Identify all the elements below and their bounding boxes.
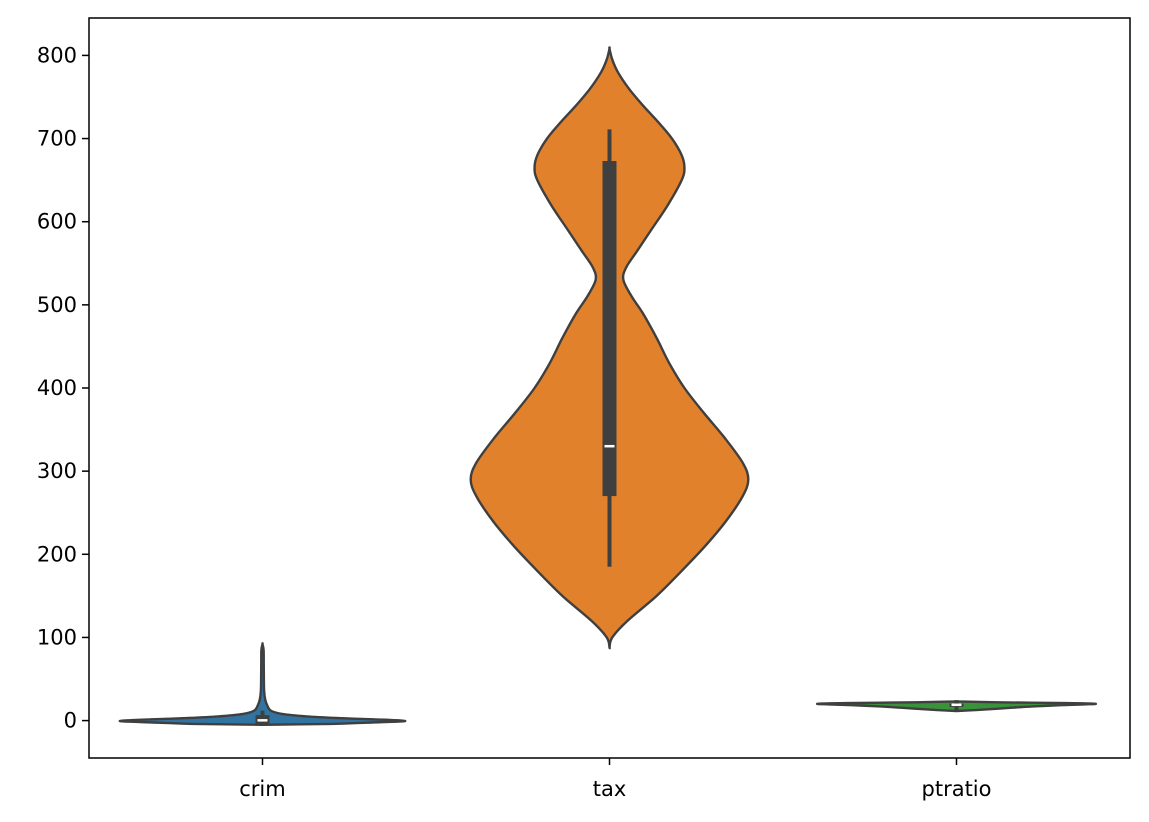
y-tick-label: 300 — [37, 459, 77, 483]
y-tick-label: 700 — [37, 127, 77, 151]
x-axis: crim tax ptratio — [239, 758, 991, 801]
violin-tax — [469, 46, 750, 650]
y-tick-label: 400 — [37, 376, 77, 400]
y-tick-label: 500 — [37, 293, 77, 317]
violin-ptratio — [815, 700, 1098, 713]
violin-crim — [118, 642, 407, 727]
y-tick-label: 100 — [37, 625, 77, 649]
y-tick-label: 800 — [37, 43, 77, 67]
y-tick-label: 200 — [37, 542, 77, 566]
violin-iqr-box-tax — [602, 161, 617, 497]
y-tick-label: 0 — [64, 709, 77, 733]
x-tick-label-crim: crim — [239, 777, 285, 801]
y-axis: 0 100 200 300 400 500 600 700 800 — [37, 43, 89, 733]
x-tick-label-tax: tax — [593, 777, 627, 801]
violins-layer — [118, 46, 1098, 727]
y-tick-label: 600 — [37, 210, 77, 234]
x-tick-label-ptratio: ptratio — [922, 777, 992, 801]
violin-body-crim — [118, 642, 407, 727]
